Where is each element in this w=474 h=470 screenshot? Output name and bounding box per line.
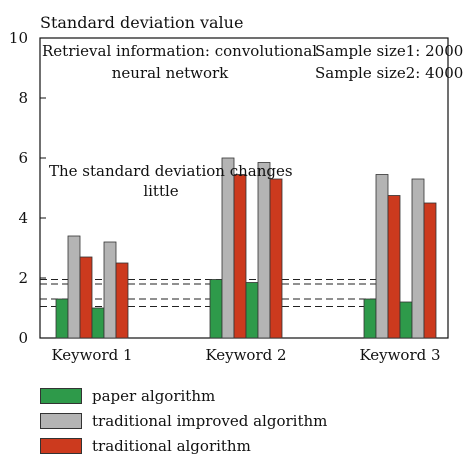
legend-swatch-paper [40,387,82,404]
bar [91,307,105,339]
bar [257,162,271,339]
legend-label-traditional: traditional algorithm [92,436,251,455]
annotation-sample-line2: Sample size2: 4000 [315,64,463,82]
y-tick-label: 4 [18,209,28,227]
legend-item-traditional: traditional algorithm [40,433,327,458]
annotation-retrieval-line2: neural network [112,64,229,82]
annotation-note-line1: The standard deviation changes [49,162,293,180]
y-tick-label: 2 [18,269,28,287]
category-labels: Keyword 1 Keyword 2 Keyword 3 [51,346,440,364]
annotation-sample-line1: Sample size1: 2000 [315,42,463,60]
bar [269,178,283,339]
category-label: Keyword 2 [205,346,286,364]
bar [387,195,401,339]
legend-item-paper: paper algorithm [40,383,327,408]
annotation-note-line2: little [143,182,178,200]
bar [79,256,93,339]
bar [55,298,69,339]
bar [233,174,247,339]
bar [375,174,389,339]
bars [55,157,437,339]
y-axis-title: Standard deviation value [40,13,243,32]
y-tick-label: 10 [9,29,28,47]
bar [411,178,425,339]
bar [103,241,117,339]
annotation-retrieval-line1: Retrieval information: convolutional [42,42,317,60]
legend: paper algorithm traditional improved alg… [40,383,327,458]
bar [363,298,377,339]
bar [209,279,223,339]
legend-swatch-traditional-improved [40,412,82,429]
legend-swatch-traditional [40,437,82,454]
legend-item-traditional-improved: traditional improved algorithm [40,408,327,433]
category-label: Keyword 1 [51,346,132,364]
y-tick-label: 8 [18,89,28,107]
bar [115,262,129,339]
bar [245,282,259,339]
legend-label-traditional-improved: traditional improved algorithm [92,411,328,430]
y-tick-label: 6 [18,149,28,167]
category-label: Keyword 3 [359,346,440,364]
chart: Standard deviation value 0 2 4 6 8 10 Keyword… [9,13,463,364]
y-ticks: 0 2 4 6 8 10 [9,29,46,347]
bar [221,157,235,339]
y-tick-label: 0 [18,329,28,347]
bar [399,301,413,339]
bar [67,235,81,339]
legend-label-paper: paper algorithm [92,386,216,405]
bar [423,202,437,339]
